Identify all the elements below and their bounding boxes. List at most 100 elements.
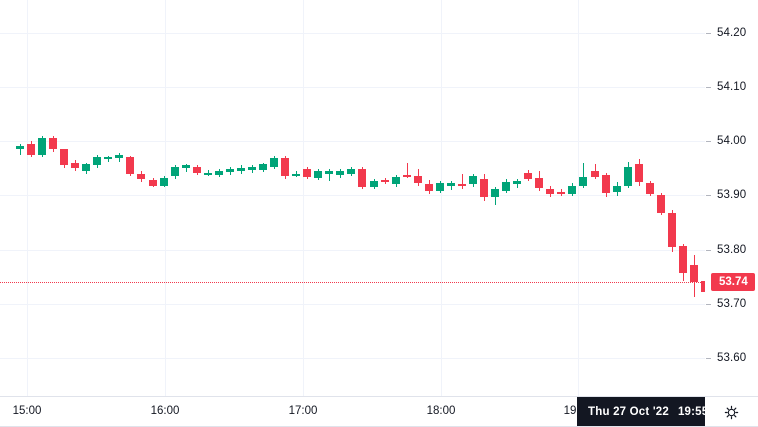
candle-body: [292, 173, 300, 176]
candle-body: [82, 163, 90, 171]
candle-body: [325, 171, 333, 174]
gridline-vertical: [303, 0, 304, 396]
candle-body: [237, 168, 245, 171]
time-axis-tick-1: 16:00: [150, 405, 180, 417]
gridline-vertical: [165, 0, 166, 396]
candle-wick: [186, 163, 187, 173]
candle-body: [381, 180, 389, 183]
price-axis-tickmark: [706, 195, 711, 196]
candle-body: [668, 212, 676, 248]
candle-body: [546, 188, 554, 195]
time-axis-tick-0: 15:00: [12, 405, 42, 417]
candle-body: [591, 171, 599, 177]
gear-icon: [724, 405, 739, 420]
tooltip-time: 19:55: [677, 406, 709, 418]
candle-body: [624, 167, 632, 186]
candle-body: [513, 181, 521, 185]
candle-body: [690, 264, 698, 283]
candle-body: [281, 158, 289, 177]
price-axis-tickmark: [706, 358, 711, 359]
price-axis-tick-5: 53.70: [717, 298, 747, 310]
price-axis-tick-3: 53.90: [717, 189, 747, 201]
candle-body: [701, 280, 705, 292]
candle-body: [270, 158, 278, 168]
candle-body: [480, 179, 488, 198]
candle-wick: [451, 181, 452, 190]
candle-body: [403, 174, 411, 177]
candle-body: [657, 195, 665, 213]
gridline-horizontal: [0, 141, 705, 142]
last-price-tag: 53.74: [711, 273, 755, 291]
price-axis-tickmark: [706, 250, 711, 251]
price-axis-tick-0: 54.20: [717, 27, 747, 39]
candle-body: [392, 176, 400, 185]
gridline-horizontal: [0, 250, 705, 251]
candle-body: [204, 172, 212, 175]
gridline-vertical: [578, 0, 579, 396]
chart-settings-button[interactable]: [705, 397, 758, 427]
candle-wick: [407, 162, 408, 178]
candle-body: [557, 192, 565, 195]
time-axis-tick-3: 18:00: [426, 405, 456, 417]
candle-wick: [462, 173, 463, 189]
candle-wick: [20, 143, 21, 155]
candle-wick: [329, 169, 330, 182]
candle-body: [635, 163, 643, 183]
candle-body: [93, 157, 101, 166]
gridline-horizontal: [0, 358, 705, 359]
candlestick-series: [16, 135, 705, 298]
candle-body: [336, 171, 344, 175]
candle-body: [16, 146, 24, 150]
candle-body: [149, 180, 157, 186]
candle-wick: [583, 162, 584, 188]
candle-body: [160, 177, 168, 186]
candle-body: [226, 169, 234, 173]
price-axis-tickmark: [706, 33, 711, 34]
crosshair-time-tooltip: Thu 27 Oct '22 19:55: [577, 397, 720, 427]
grid-layer: [0, 0, 705, 396]
candle-body: [126, 157, 134, 174]
candle-body: [436, 183, 444, 191]
gridline-horizontal: [0, 33, 705, 34]
candle-body: [579, 176, 587, 186]
candle-body: [524, 172, 532, 179]
candle-body: [215, 170, 223, 175]
gridline-vertical: [27, 0, 28, 396]
candle-body: [370, 181, 378, 187]
candle-body: [137, 173, 145, 179]
candle-body: [602, 174, 610, 194]
candle-body: [502, 182, 510, 191]
candle-body: [568, 185, 576, 195]
candle-body: [171, 167, 179, 177]
price-axis-tick-6: 53.60: [717, 352, 747, 364]
candle-body: [414, 176, 422, 184]
candle-body: [358, 169, 366, 187]
candle-body: [491, 188, 499, 198]
candle-body: [49, 138, 57, 150]
candle-body: [60, 149, 68, 166]
chart-plot-area[interactable]: [0, 0, 705, 396]
price-axis-tick-1: 54.10: [717, 81, 747, 93]
candle-body: [458, 184, 466, 187]
candle-body: [425, 184, 433, 191]
candle-body: [259, 163, 267, 171]
price-axis[interactable]: 53.74 54.20 54.10 54.00 53.90 53.80 53.70 53.6…: [705, 0, 758, 396]
candle-body: [38, 138, 46, 155]
candle-body: [182, 165, 190, 169]
candle-body: [535, 177, 543, 188]
candle-body: [447, 183, 455, 186]
last-price-line: [0, 282, 705, 284]
candle-body: [347, 169, 355, 174]
candle-body: [115, 155, 123, 159]
price-axis-tickmark: [706, 304, 711, 305]
time-axis[interactable]: Thu 27 Oct '22 19:55 15:00 16:00 17:00 18:00…: [0, 396, 758, 427]
gridline-vertical: [441, 0, 442, 396]
candle-body: [314, 171, 322, 178]
candle-body: [71, 162, 79, 169]
overlay-layer: [0, 282, 705, 284]
candle-body: [646, 183, 654, 195]
price-axis-tickmark: [706, 141, 711, 142]
candle-body: [613, 185, 621, 193]
price-axis-tick-2: 54.00: [717, 135, 747, 147]
